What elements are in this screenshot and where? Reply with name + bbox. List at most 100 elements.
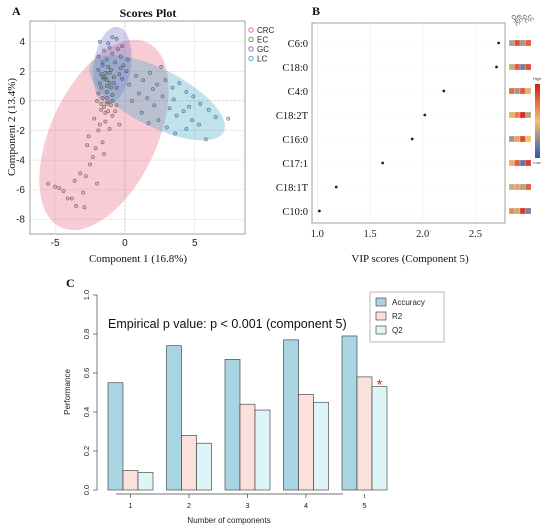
x-tick-label: 1.5	[363, 229, 376, 240]
x-tick-label: 2.0	[416, 229, 429, 240]
point-lc	[206, 107, 211, 112]
heatmap-column-label: CRC	[509, 14, 520, 27]
bar-q2	[196, 442, 212, 491]
legend-marker-crc	[248, 27, 254, 33]
point-crc	[99, 107, 104, 112]
point-gc	[100, 63, 105, 68]
x-tick-label: -5	[51, 238, 60, 249]
x-tick-label: 0	[122, 238, 128, 249]
y-tick-label: 0.8	[82, 329, 91, 339]
y-tick-label: -8	[16, 215, 25, 226]
heatmap-cell	[525, 39, 532, 47]
performance-bars: *	[107, 335, 388, 491]
x-tick-label: 2.5	[469, 229, 482, 240]
point-ec	[104, 90, 109, 94]
heatmap-cell	[525, 159, 532, 167]
point-gc	[103, 75, 108, 80]
scores-plot-x-ticks: -5 0 5	[51, 238, 198, 249]
heatmap-cell	[514, 63, 521, 71]
point-lc	[181, 109, 186, 114]
point-ec	[99, 101, 104, 106]
heatmap-column-label: EC	[515, 14, 524, 24]
heatmap-cell	[525, 183, 532, 191]
y-tick-label: 4	[19, 37, 25, 48]
point-crc	[95, 181, 99, 186]
point-ec	[110, 98, 115, 103]
point-ec	[111, 75, 116, 80]
point-lc	[190, 118, 194, 123]
vip-heatmap-colorbar	[535, 84, 540, 158]
x-tick-label: 1	[128, 501, 132, 510]
legend-swatch-accuracy	[375, 297, 387, 307]
point-ec	[109, 103, 113, 108]
point-ec	[96, 91, 101, 96]
heatmap-cell	[519, 159, 526, 167]
bar-accuracy	[341, 335, 358, 491]
heatmap-cell	[514, 111, 521, 119]
y-tick-label: 0	[19, 96, 25, 107]
legend-marker-lc	[248, 55, 254, 62]
point-crc	[103, 119, 108, 124]
heatmap-cell	[525, 87, 532, 95]
y-tick-label: -6	[16, 185, 25, 196]
point-ec	[110, 93, 115, 97]
heatmap-cell	[514, 183, 521, 191]
vip-point	[495, 65, 498, 69]
vip-plot-points	[317, 41, 501, 213]
vip-heatmap-legend-high: High	[533, 76, 541, 81]
point-lc	[184, 127, 189, 131]
point-crc	[78, 171, 83, 176]
scores-plot: Scores Plot -5 0 5 4 2 0 -2 -4 -6 -8 Component 1…	[6, 6, 275, 265]
point-gc	[124, 69, 129, 74]
heatmap-cell	[525, 135, 532, 143]
point-gc	[120, 44, 125, 49]
performance-x-ticks: 1 2 3 4 5	[128, 494, 367, 510]
vip-point	[497, 41, 501, 45]
point-crc	[57, 186, 62, 191]
vip-point	[381, 161, 385, 165]
heatmap-cell	[519, 63, 526, 71]
bar-r2	[298, 394, 314, 491]
point-lc	[141, 78, 145, 83]
point-crc	[85, 143, 90, 148]
point-lc	[130, 98, 134, 103]
bar-q2	[137, 472, 154, 491]
point-lc	[159, 64, 164, 69]
point-lc	[152, 103, 157, 108]
bar-accuracy	[107, 382, 124, 491]
vip-point	[423, 113, 427, 117]
point-lc	[164, 125, 169, 130]
point-crc	[104, 101, 109, 106]
y-tick-label: 2	[19, 67, 25, 78]
point-lc	[148, 70, 152, 75]
point-crc	[114, 103, 119, 108]
point-lc	[150, 87, 155, 91]
y-tick-label: -4	[16, 156, 25, 167]
legend-label-crc: CRC	[257, 26, 275, 35]
point-lc	[171, 97, 176, 102]
legend-label-gc: GC	[257, 45, 269, 54]
vip-plot-category-labels: C6:0 C18:0 C4:0 C18:2T C16:0 C17:1 C18:1T C10:0	[276, 39, 309, 218]
point-gc	[110, 35, 115, 40]
point-gc	[121, 63, 126, 68]
vip-point	[334, 185, 338, 189]
point-crc	[96, 128, 101, 133]
point-lc	[170, 85, 175, 90]
point-gc	[114, 36, 119, 41]
scores-plot-title: Scores Plot	[120, 6, 177, 20]
point-gc	[104, 84, 109, 88]
point-crc	[107, 127, 112, 131]
point-gc	[96, 67, 101, 72]
legend-swatch-r2	[375, 311, 387, 321]
heatmap-cell	[525, 111, 532, 119]
point-gc	[110, 51, 115, 56]
point-lc	[177, 81, 182, 86]
point-lc	[198, 101, 203, 106]
point-gc	[117, 72, 122, 77]
panel-letter-b: B	[312, 4, 320, 18]
x-tick-label: 2	[187, 501, 191, 510]
point-gc	[104, 57, 109, 62]
point-crc	[81, 190, 85, 195]
y-tick-label: 1.0	[82, 290, 91, 300]
